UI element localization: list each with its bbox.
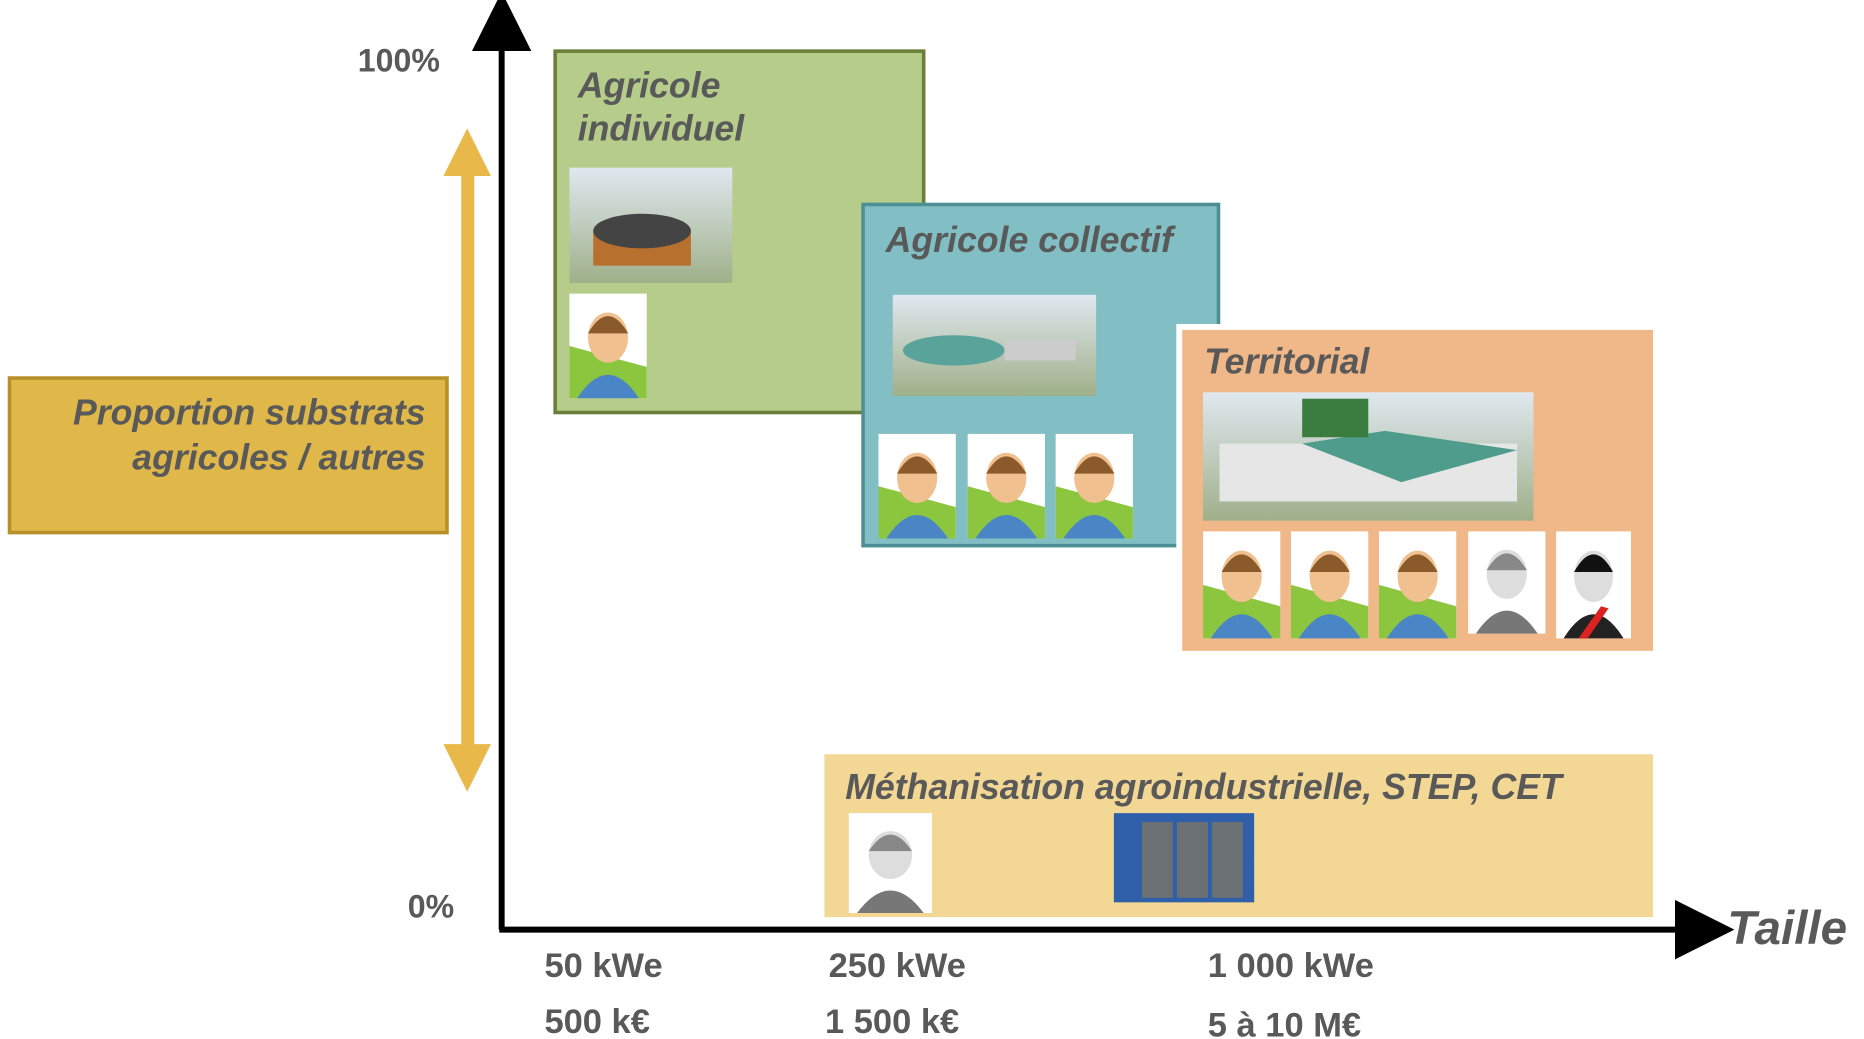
x-title: Taille [1727, 902, 1847, 955]
x-tick-power: 250 kWe [829, 947, 966, 985]
person-icon [1556, 531, 1631, 638]
person-icon [849, 813, 932, 913]
person-icon [968, 434, 1045, 539]
box-title: Territorial [1204, 341, 1370, 381]
photo [1114, 813, 1254, 902]
box-title: Agricole collectif [885, 220, 1176, 260]
photo-part [593, 214, 691, 249]
diagram: 100% 0% Proportion substrats agricoles /… [0, 0, 1864, 1039]
person-icon [1468, 531, 1545, 633]
x-tick-cost: 1 500 k€ [825, 1003, 959, 1039]
x-tick-power: 1 000 kWe [1208, 947, 1374, 985]
photo [1203, 392, 1533, 520]
person-icon [569, 294, 646, 399]
photo-part [1302, 399, 1368, 438]
photo [893, 295, 1096, 396]
y-title: agricoles / autres [132, 438, 425, 478]
y-bottom-label: 0% [408, 889, 454, 925]
photo [569, 168, 732, 283]
photo-part [1005, 340, 1076, 360]
x-tick-power: 50 kWe [544, 947, 662, 985]
person-icon [879, 434, 956, 539]
photo-part [1142, 822, 1173, 898]
photo-part [1212, 822, 1243, 898]
box-title: individuel [578, 108, 746, 148]
box-title: Agricole [577, 65, 721, 105]
photo-part [903, 335, 1005, 365]
x-tick-cost: 5 à 10 M€ [1208, 1007, 1361, 1039]
person-icon [1379, 531, 1456, 638]
person-icon [1291, 531, 1368, 638]
box-title: Méthanisation agroindustrielle, STEP, CE… [845, 767, 1565, 807]
y-top-label: 100% [358, 42, 440, 78]
person-icon [1056, 434, 1133, 539]
person-icon [1203, 531, 1280, 638]
x-tick-cost: 500 k€ [544, 1003, 649, 1039]
y-title: Proportion substrats [73, 392, 426, 432]
double-arrow [443, 128, 491, 791]
photo-part [1177, 822, 1208, 898]
